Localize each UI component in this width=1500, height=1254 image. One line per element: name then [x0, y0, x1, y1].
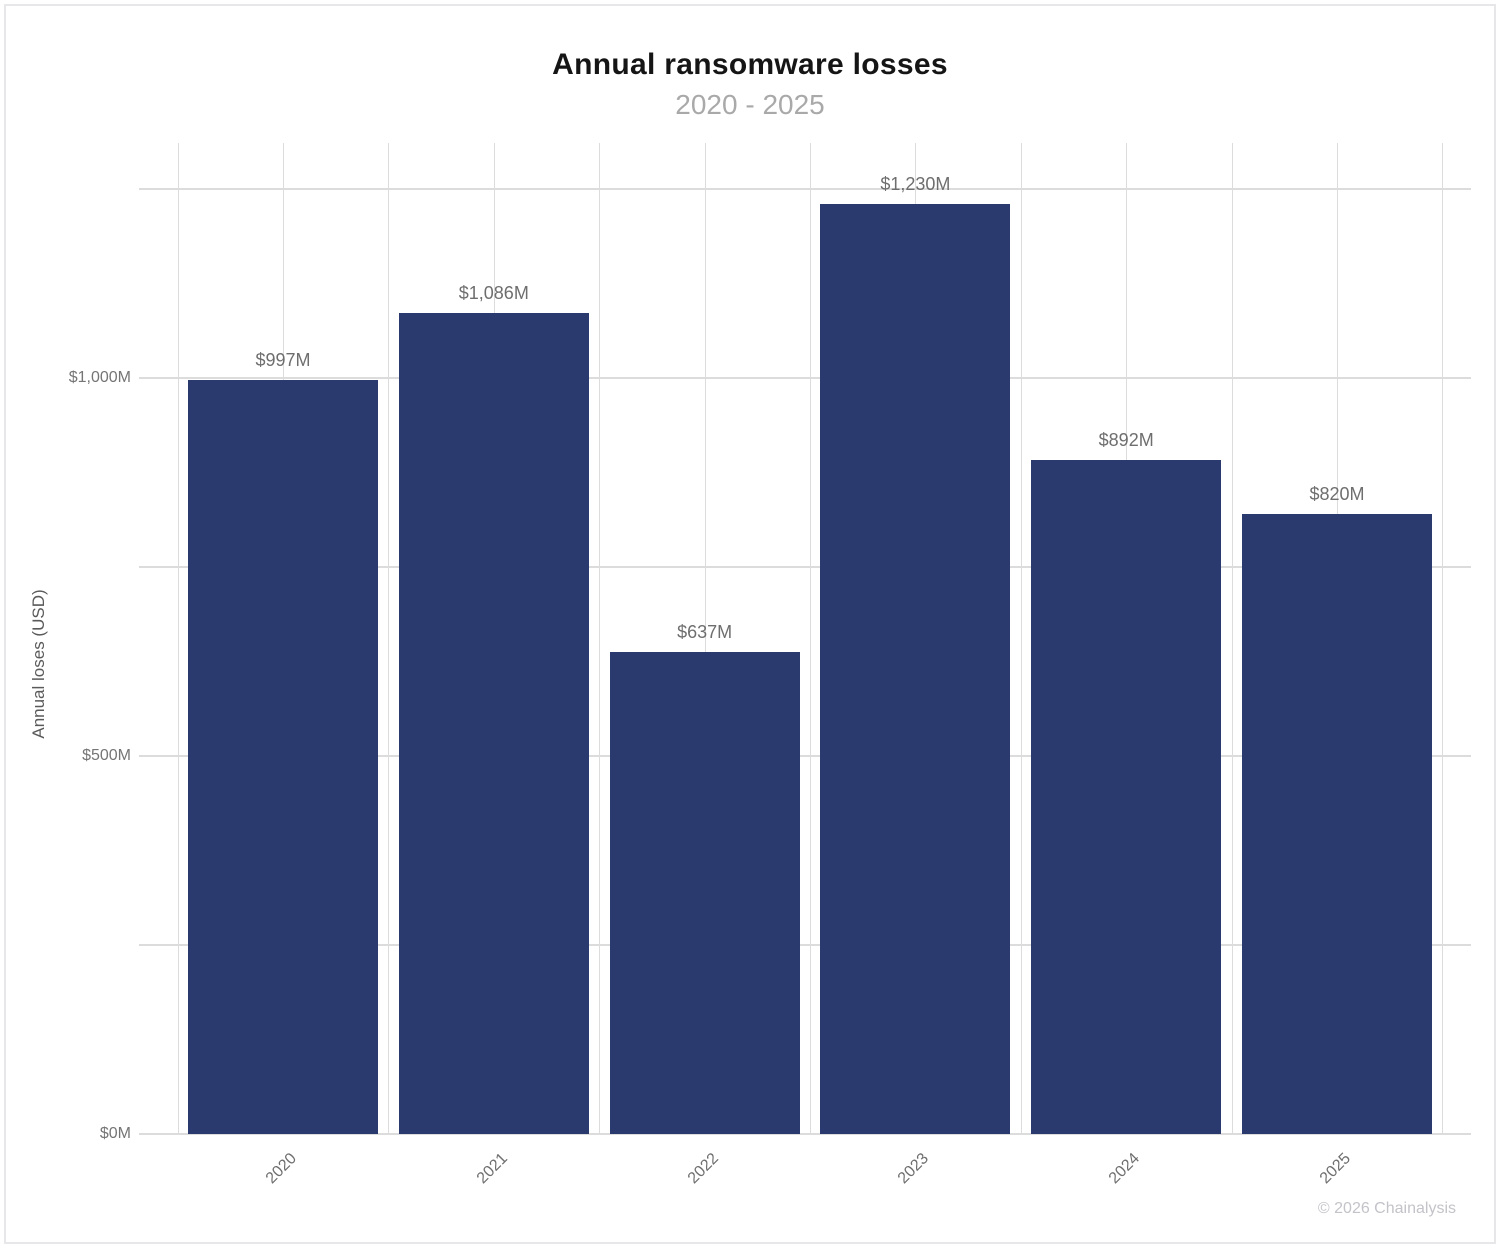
bar-2022	[610, 652, 800, 1134]
vertical-gridline	[1232, 143, 1233, 1134]
x-tick-label: 2025	[1264, 1150, 1355, 1241]
vertical-gridline	[178, 143, 179, 1134]
bar-value-label: $1,086M	[384, 282, 604, 304]
x-tick-label: 2021	[421, 1150, 512, 1241]
bar-2024	[1031, 460, 1221, 1134]
chart-card: Annual ransomware losses 2020 - 2025 $0M…	[4, 4, 1496, 1244]
bar-value-label: $1,230M	[805, 173, 1025, 195]
x-tick-label: 2020	[210, 1150, 301, 1241]
bar-value-label: $892M	[1016, 429, 1236, 451]
vertical-gridline	[1442, 143, 1443, 1134]
bar-value-label: $820M	[1227, 483, 1447, 505]
bar-2021	[399, 313, 589, 1134]
vertical-gridline	[1021, 143, 1022, 1134]
bar-2023	[820, 204, 1010, 1134]
y-tick-label: $1,000M	[26, 369, 131, 387]
y-axis-title: Annual loses (USD)	[29, 514, 49, 814]
x-tick-label: 2022	[632, 1150, 723, 1241]
copyright-text: © 2026 Chainalysis	[1318, 1200, 1456, 1218]
bar-2020	[188, 380, 378, 1134]
horizontal-gridline	[139, 377, 1471, 379]
x-tick-label: 2024	[1053, 1150, 1144, 1241]
bar-2025	[1242, 514, 1432, 1134]
y-tick-label: $0M	[26, 1125, 131, 1143]
bar-value-label: $637M	[595, 621, 815, 643]
x-tick-label: 2023	[843, 1150, 934, 1241]
bar-value-label: $997M	[173, 349, 393, 371]
